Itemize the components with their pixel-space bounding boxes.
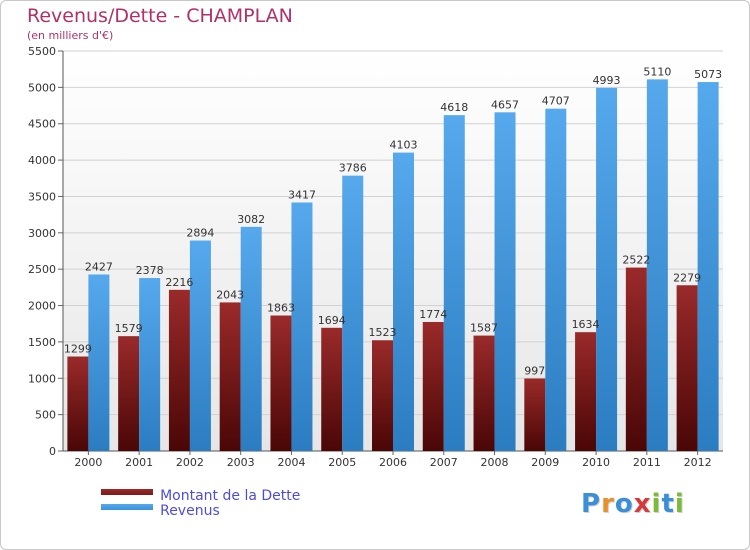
data-label-dette: 1694 [318, 314, 346, 327]
y-tick-label: 5000 [28, 81, 56, 94]
y-tick-label: 3000 [28, 227, 56, 240]
bar-dette [321, 327, 343, 451]
chart-title: Revenus/Dette - CHAMPLAN [27, 5, 293, 27]
bar-dette [422, 321, 444, 451]
legend-item-revenus: Revenus [101, 502, 300, 519]
data-label-dette: 1863 [267, 302, 295, 315]
bar-dette [67, 356, 89, 451]
data-label-revenus: 4707 [542, 95, 570, 108]
y-tick-label: 1000 [28, 372, 56, 385]
data-label-revenus: 2427 [85, 260, 113, 273]
bar-revenus [139, 278, 161, 451]
y-tick-label: 3500 [28, 190, 56, 203]
proxiti-logo: Proxiti [581, 489, 685, 519]
logo-letter: i [651, 489, 662, 519]
bar-dette [168, 289, 190, 451]
bar-revenus [443, 115, 465, 452]
bar-revenus [494, 112, 516, 452]
data-label-revenus: 5110 [643, 65, 671, 78]
x-tick-label: 2007 [430, 456, 458, 469]
bar-revenus [240, 226, 262, 451]
x-tick-label: 2012 [684, 456, 712, 469]
bar-dette [372, 340, 393, 451]
y-tick-label: 0 [49, 445, 56, 458]
y-tick-label: 500 [35, 409, 56, 422]
legend-swatch-dette [101, 488, 153, 495]
x-tick-label: 2011 [633, 456, 661, 469]
y-tick-label: 1500 [28, 336, 56, 349]
bar-revenus [646, 79, 668, 451]
logo-letter: P [581, 489, 602, 519]
data-label-revenus: 3786 [339, 162, 367, 175]
data-label-dette: 2043 [216, 288, 244, 301]
bar-revenus [88, 274, 110, 451]
y-tick-label: 5500 [28, 45, 56, 58]
data-label-revenus: 2378 [136, 264, 164, 277]
bar-revenus [342, 175, 364, 451]
data-label-dette: 997 [524, 364, 545, 377]
x-tick-label: 2004 [277, 456, 305, 469]
data-label-revenus: 4103 [390, 139, 418, 152]
x-tick-label: 2006 [379, 456, 407, 469]
logo-letter: r [601, 489, 615, 519]
y-tick-label: 2000 [28, 300, 56, 313]
x-tick-label: 2000 [74, 456, 102, 469]
data-label-dette: 1579 [115, 322, 143, 335]
logo-letter: x [633, 489, 652, 519]
bar-dette [575, 332, 597, 451]
x-tick-label: 2003 [227, 456, 255, 469]
bar-dette [676, 285, 698, 451]
data-label-dette: 1523 [369, 326, 397, 339]
bar-dette [473, 335, 495, 451]
y-tick-label: 2500 [28, 263, 56, 276]
data-label-dette: 2216 [165, 276, 193, 289]
chart-legend: Montant de la Dette Revenus [101, 487, 301, 519]
chart-subtitle: (en milliers d'€) [27, 29, 114, 42]
legend-item-dette: Montant de la Dette [101, 487, 301, 504]
legend-label-revenus: Revenus [160, 503, 220, 519]
data-label-dette: 1634 [572, 318, 600, 331]
data-label-dette: 2522 [622, 254, 650, 267]
bar-revenus [545, 108, 567, 451]
data-label-dette: 1299 [64, 343, 92, 356]
x-tick-label: 2001 [125, 456, 153, 469]
bar-dette [270, 315, 292, 451]
logo-letter: i [674, 489, 685, 519]
bar-revenus [393, 152, 414, 451]
data-label-revenus: 4657 [491, 98, 519, 111]
bar-revenus [596, 87, 618, 451]
data-label-dette: 1774 [419, 308, 447, 321]
data-label-revenus: 4993 [593, 74, 621, 87]
data-label-dette: 2279 [673, 271, 701, 284]
x-tick-label: 2002 [176, 456, 204, 469]
data-label-dette: 1587 [470, 322, 498, 335]
bar-revenus [291, 202, 313, 451]
data-label-revenus: 5073 [694, 68, 722, 81]
legend-label-dette: Montant de la Dette [160, 488, 301, 504]
x-tick-label: 2009 [531, 456, 559, 469]
bar-dette [118, 336, 140, 451]
data-label-revenus: 2894 [186, 227, 214, 240]
logo-letter: o [614, 489, 634, 519]
logo-letter: t [661, 489, 675, 519]
x-tick-label: 2010 [582, 456, 610, 469]
x-tick-label: 2008 [481, 456, 509, 469]
legend-swatch-revenus [101, 503, 153, 510]
data-label-revenus: 3082 [237, 213, 265, 226]
y-tick-label: 4000 [28, 154, 56, 167]
bar-revenus [697, 82, 719, 452]
y-tick-label: 4500 [28, 118, 56, 131]
data-label-revenus: 4618 [440, 101, 468, 114]
bar-dette [219, 302, 241, 451]
bar-dette [625, 267, 647, 451]
x-tick-label: 2005 [328, 456, 356, 469]
bar-dette [524, 378, 546, 451]
bar-revenus [189, 240, 211, 451]
data-label-revenus: 3417 [288, 188, 316, 201]
